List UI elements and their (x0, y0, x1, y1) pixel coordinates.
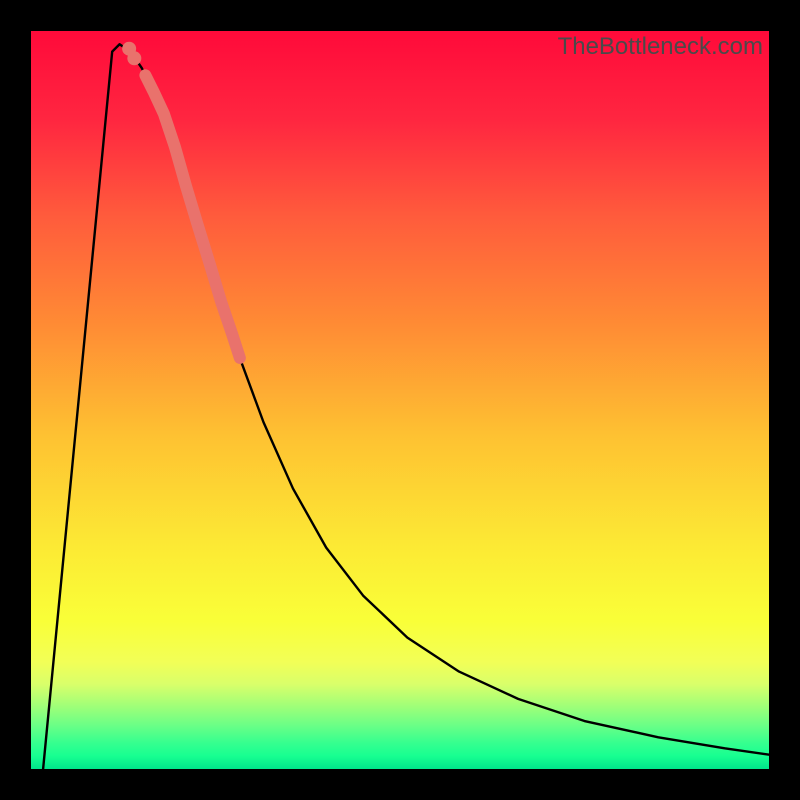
curve-layer (31, 31, 769, 769)
highlight-segment (145, 75, 239, 358)
watermark-text: TheBottleneck.com (558, 33, 763, 61)
highlight-dot (122, 42, 136, 56)
highlight-dots (122, 42, 141, 66)
chart-frame: TheBottleneck.com (0, 0, 800, 800)
value-curve (41, 44, 776, 787)
plot-area: TheBottleneck.com (31, 31, 769, 769)
